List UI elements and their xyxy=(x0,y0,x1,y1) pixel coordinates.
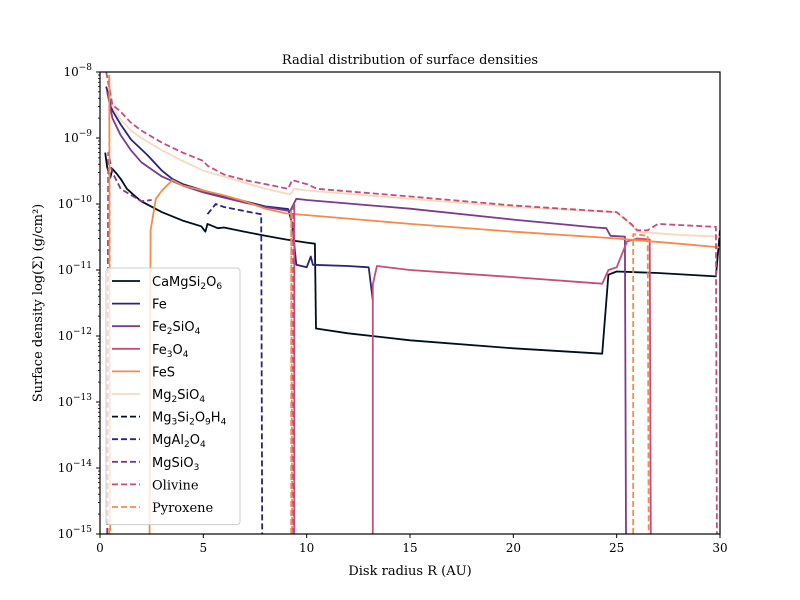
legend-box xyxy=(105,267,241,526)
series-line-5 xyxy=(107,74,720,238)
series-line-8 xyxy=(106,151,152,534)
x-tick-label: 15 xyxy=(402,541,417,555)
y-tick-label: 10−8 xyxy=(63,63,92,79)
legend-entry-label: MgAl2​O4​ xyxy=(152,433,206,450)
series-line-9 xyxy=(105,72,718,534)
series-line-7 xyxy=(206,203,264,534)
y-tick-label: 10−14 xyxy=(58,459,93,475)
x-axis-label: Disk radius R (AU) xyxy=(348,564,471,579)
y-axis-ticks: 10−15 10−14 10−13 10−12 10−11 10−10 10−9 10−8 xyxy=(58,63,100,541)
chart-title: Radial distribution of surface densities xyxy=(282,53,538,68)
y-tick-label: 10−11 xyxy=(58,261,92,277)
legend-entry-label: FeS xyxy=(152,365,175,380)
legend: CaMgSi2​O6​ Fe Fe2​SiO4​ Fe3​O4​ FeS Mg2​SiO4… xyxy=(105,267,241,526)
x-tick-label: 30 xyxy=(712,541,727,555)
x-tick-label: 10 xyxy=(299,541,314,555)
legend-entry-label: MgSiO3​ xyxy=(152,456,199,473)
y-axis-label: Surface density log(Σ) (g/cm²) xyxy=(31,204,46,403)
x-axis-ticks: 0 5 10 15 20 25 30 xyxy=(96,534,728,555)
y-tick-label: 10−9 xyxy=(63,129,92,145)
legend-entry-label: CaMgSi2​O6​ xyxy=(152,275,222,292)
y-tick-label: 10−13 xyxy=(58,393,93,409)
legend-entry-label: Olivine xyxy=(152,478,199,493)
legend-entry-label: Mg3​Si2​O9​H4​ xyxy=(152,411,227,428)
series-line-3 xyxy=(371,237,652,534)
legend-entry-label: Fe xyxy=(152,298,167,313)
x-tick-label: 25 xyxy=(609,541,624,555)
legend-entry-label: Pyroxene xyxy=(152,501,214,516)
y-tick-label: 10−15 xyxy=(58,525,93,541)
legend-entry-label: Fe2​SiO4​ xyxy=(152,320,201,337)
series-line-2 xyxy=(106,91,627,534)
y-tick-label: 10−12 xyxy=(58,327,92,343)
series-drop-1 xyxy=(632,233,650,534)
series-line-10 xyxy=(290,209,294,534)
x-tick-label: 0 xyxy=(96,541,104,555)
series-line-4 xyxy=(148,179,720,534)
x-tick-label: 5 xyxy=(200,541,208,555)
legend-entry-label: Mg2​SiO4​ xyxy=(152,388,205,405)
legend-entry-label: Fe3​O4​ xyxy=(152,343,189,360)
x-tick-label: 20 xyxy=(506,541,521,555)
y-tick-label: 10−10 xyxy=(58,195,93,211)
series-line-0 xyxy=(104,152,720,355)
